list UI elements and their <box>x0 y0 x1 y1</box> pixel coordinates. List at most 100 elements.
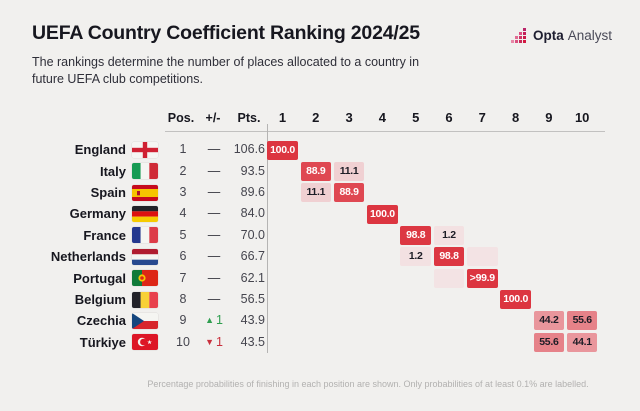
portugal-flag-icon <box>132 270 158 287</box>
rank-position: 6 <box>179 249 187 264</box>
country-label: Czechia <box>76 313 126 329</box>
ranking-row-portugal: Portugal 7 — 62.1 >99.9 <box>0 268 640 289</box>
germany-flag-icon <box>132 206 158 223</box>
italy-flag-icon <box>132 163 158 180</box>
ranking-row-belgium: Belgium 8 — 56.5 100.0 <box>0 289 640 310</box>
heatmap-cell-pos5: 98.8 <box>400 225 431 245</box>
position-header-7: 7 <box>478 110 486 125</box>
logo-text-bold: Opta <box>532 27 564 43</box>
rank-position: 3 <box>179 185 187 200</box>
heatmap-cell-pos4: 100.0 <box>367 204 398 224</box>
spain-flag-icon <box>132 184 158 201</box>
coefficient-points: 93.5 <box>240 163 265 178</box>
coefficient-points: 62.1 <box>240 270 265 285</box>
opta-dot <box>522 28 526 31</box>
page-title: UEFA Country Coefficient Ranking 2024/25 <box>32 22 420 44</box>
coefficient-points: 84.0 <box>240 206 265 221</box>
rank-position: 8 <box>179 291 187 306</box>
opta-dot <box>510 40 514 43</box>
change-indicator-up-icon: ▲ 1 <box>196 310 232 331</box>
country-label: Belgium <box>74 291 126 307</box>
opta-dot <box>522 40 526 43</box>
header-divider-line <box>165 131 605 132</box>
heatmap-cell-pos9: 55.6 <box>533 332 565 352</box>
change-indicator-none: — <box>207 185 221 200</box>
down-triangle-icon: ▼ <box>205 336 214 347</box>
opta-dot <box>518 36 522 39</box>
footnote: Percentage probabilities of finishing in… <box>147 379 589 389</box>
coefficient-points: 70.0 <box>240 227 265 242</box>
change-indicator-none: — <box>207 270 221 285</box>
heatmap-cell-pos2: 11.1 <box>300 183 332 203</box>
czechia-flag-icon <box>132 312 158 329</box>
position-header-10: 10 <box>574 110 590 125</box>
change-indicator-none: — <box>207 163 221 178</box>
change-indicator-none: — <box>207 249 221 264</box>
ranking-row-germany: Germany 4 — 84.0 100.0 <box>0 203 640 224</box>
coefficient-points: 43.5 <box>240 334 265 349</box>
heatmap-cell-pos1: 100.0 <box>267 140 298 160</box>
england-flag-icon <box>132 142 158 159</box>
rank-position: 9 <box>179 313 187 328</box>
coefficient-points: 56.5 <box>240 291 265 306</box>
change-indicator-none: — <box>207 291 221 306</box>
ranking-row-england: England 1 — 106.6 100.0 <box>0 139 640 160</box>
country-label: Portugal <box>73 270 126 286</box>
rank-position: 10 <box>176 334 190 349</box>
country-label: Germany <box>69 206 126 222</box>
position-header-6: 6 <box>445 110 453 125</box>
country-label: England <box>74 142 126 158</box>
heatmap-cell-pos7: >99.9 <box>467 268 498 288</box>
position-header-3: 3 <box>345 110 353 125</box>
coefficient-points: 43.9 <box>240 313 265 328</box>
page-subtitle: The rankings determine the number of pla… <box>32 55 420 86</box>
position-header-8: 8 <box>511 110 520 125</box>
ranking-row-spain: Spain 3 — 89.6 11.1 88.9 <box>0 182 640 203</box>
change-indicator-none: — <box>207 206 221 221</box>
belgium-flag-icon <box>132 291 158 308</box>
heatmap-cell-pos7 <box>467 247 498 267</box>
ranking-row-czechia: Czechia 9 ▲ 1 43.9 44.2 55.6 <box>0 310 640 331</box>
opta-dot <box>522 32 526 35</box>
heatmap-cell-pos6: 98.8 <box>433 247 465 267</box>
heatmap-cell-pos8: 100.0 <box>500 290 531 310</box>
heatmap-cell-pos6 <box>433 268 465 288</box>
position-header-9: 9 <box>545 110 553 125</box>
opta-analyst-logo: Opta Analyst <box>510 27 612 43</box>
heatmap-cell-pos10: 44.1 <box>566 332 598 352</box>
position-header-5: 5 <box>412 110 420 125</box>
country-label: Netherlands <box>50 249 126 265</box>
ranking-row-italy: Italy 2 — 93.5 88.9 11.1 <box>0 161 640 182</box>
heatmap-cell-pos5: 1.2 <box>400 247 431 267</box>
change-indicator-none: — <box>207 142 221 157</box>
rank-position: 4 <box>179 206 187 221</box>
coefficient-points: 106.6 <box>233 142 265 157</box>
heatmap-cell-pos2: 88.9 <box>300 161 332 181</box>
coefficient-points: 89.6 <box>240 185 265 200</box>
country-label: France <box>83 227 126 243</box>
ranking-row-turkiye: Türkiye 10 ▼ 1 43.5 55.6 44.1 <box>0 332 640 353</box>
position-header-4: 4 <box>378 110 386 125</box>
opta-dot <box>514 36 518 39</box>
change-indicator-none: — <box>207 227 221 242</box>
turkiye-flag-icon <box>132 334 158 351</box>
france-flag-icon <box>132 227 158 244</box>
opta-dot <box>514 40 518 43</box>
column-header-pts: Pts. <box>237 111 261 125</box>
rank-position: 2 <box>179 163 187 178</box>
heatmap-cell-pos10: 55.6 <box>566 311 598 331</box>
ranking-row-france: France 5 — 70.0 98.8 1.2 <box>0 225 640 246</box>
rank-position: 5 <box>179 227 187 242</box>
heatmap-cell-pos6: 1.2 <box>433 225 465 245</box>
change-amount: 1 <box>215 334 223 349</box>
column-header-pos: Pos. <box>167 111 195 125</box>
logo-text-regular: Analyst <box>567 27 612 43</box>
coefficient-points: 66.7 <box>240 249 265 264</box>
country-label: Spain <box>90 185 126 201</box>
change-amount: 1 <box>215 313 223 328</box>
country-label: Türkiye <box>79 334 126 350</box>
netherlands-flag-icon <box>132 248 158 265</box>
ranking-row-netherlands: Netherlands 6 — 66.7 1.2 98.8 <box>0 246 640 267</box>
heatmap-cell-pos3: 11.1 <box>333 161 365 181</box>
